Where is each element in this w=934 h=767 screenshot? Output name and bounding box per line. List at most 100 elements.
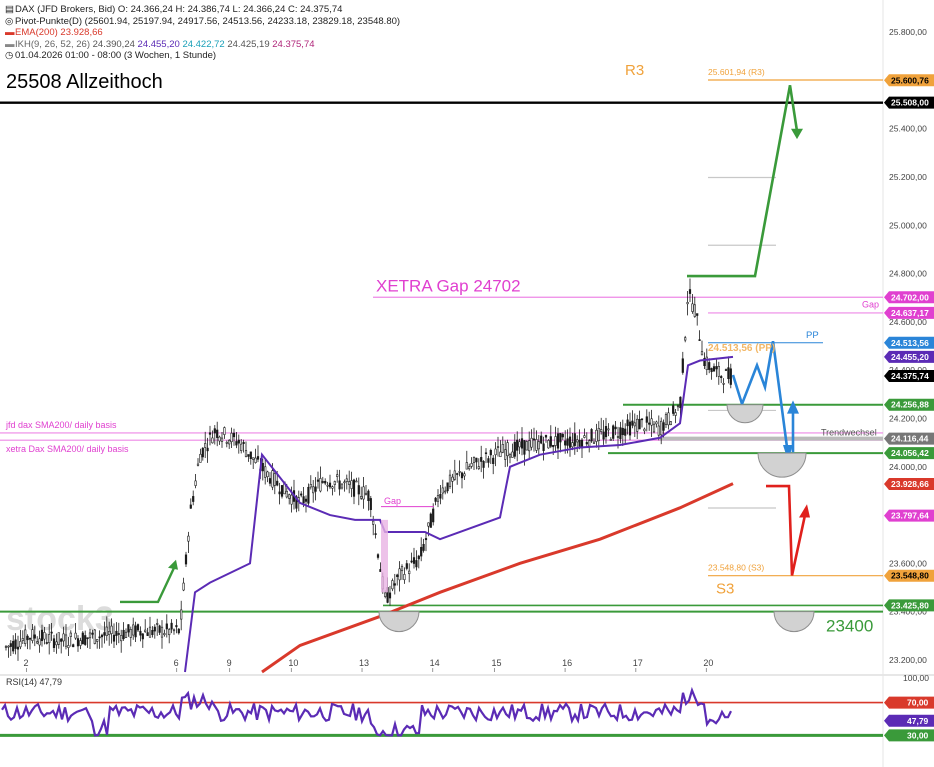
- price-label-text: 23.928,66: [891, 479, 929, 489]
- candle-body: [141, 633, 144, 640]
- candle-body: [343, 481, 346, 484]
- candle-body: [595, 429, 598, 442]
- rsi-label-text: 70,00: [907, 698, 929, 708]
- legend-instrument-text: DAX (JFD Brokers, Bid) O: 24.366,24 H: 2…: [15, 4, 343, 15]
- candle-body: [530, 437, 533, 448]
- candle-body: [669, 421, 672, 426]
- candle-body: [657, 425, 660, 436]
- candle-body: [432, 508, 435, 523]
- price-label: 23.548,80: [884, 569, 934, 582]
- x-tick-label: 2: [23, 658, 28, 668]
- candle-body: [158, 625, 161, 633]
- price-label-box: [884, 370, 934, 383]
- price-label-text: 23.548,80: [891, 571, 929, 581]
- candle-body: [573, 433, 576, 446]
- rsi-line: [1, 686, 732, 737]
- candle-body: [223, 427, 226, 435]
- candle-body: [496, 446, 500, 448]
- candle-body: [93, 629, 96, 644]
- candle-body: [434, 497, 437, 502]
- candle-body: [64, 634, 68, 647]
- candle-body: [650, 418, 653, 426]
- candle-body: [122, 629, 125, 640]
- price-label-box: [884, 96, 934, 109]
- price-label-text: 24.513,56: [891, 338, 929, 348]
- candle-body: [691, 303, 694, 312]
- candle-body: [244, 450, 248, 457]
- candle-body: [566, 438, 569, 446]
- candle-body: [506, 442, 509, 457]
- rsi-price-label: 70,00: [884, 696, 934, 709]
- rsi-label-box: [884, 729, 934, 742]
- price-label-box: [884, 477, 934, 490]
- candle-body: [21, 638, 24, 641]
- price-label-text: 24.455,20: [891, 352, 929, 362]
- x-tick-label: 16: [562, 658, 572, 668]
- candle-body: [247, 454, 250, 457]
- y-tick-label: 23.400,00: [889, 607, 927, 617]
- gap-low-label: Gap: [384, 496, 401, 506]
- candle-body: [177, 628, 180, 634]
- x-tick-label: 9: [227, 658, 232, 668]
- candle-body: [501, 444, 504, 453]
- y-tick-label: 23.600,00: [889, 558, 927, 568]
- candle-body: [578, 439, 581, 447]
- candle-body: [204, 443, 207, 448]
- candle-body: [482, 461, 485, 468]
- candle-body: [408, 570, 411, 575]
- candle-body: [588, 440, 591, 447]
- price-label-box: [884, 306, 934, 319]
- green-arrow-upside: [687, 85, 799, 278]
- candle-body: [492, 457, 495, 465]
- candle-body: [33, 634, 36, 639]
- price-label-box: [884, 336, 934, 349]
- price-label-box: [884, 291, 934, 304]
- candle-body: [460, 472, 464, 479]
- candle-body: [31, 629, 34, 641]
- candle-body: [273, 473, 276, 486]
- candle-body: [429, 513, 432, 528]
- candle-body: [304, 498, 308, 502]
- legend-period: ◷ 01.04.2026 01:00 - 08:00 (3 Wochen, 1 S…: [5, 50, 400, 62]
- candle-body: [201, 447, 204, 458]
- candle-body: [160, 626, 164, 638]
- candle-body: [468, 466, 471, 470]
- candle-body: [475, 457, 478, 463]
- candle-body: [240, 443, 243, 452]
- candle-body: [232, 432, 236, 438]
- candle-body: [172, 629, 176, 632]
- blue-arrow-up-head: [787, 400, 799, 414]
- candle-body: [146, 632, 149, 636]
- candle-body: [679, 396, 682, 409]
- candle-body: [619, 427, 622, 440]
- candle-body: [564, 440, 567, 446]
- candle-body: [465, 462, 468, 470]
- candle-body: [36, 641, 39, 644]
- candle-body: [278, 491, 281, 495]
- candle-body: [230, 432, 233, 443]
- price-label: 24.056,42: [884, 447, 934, 460]
- candle-body: [681, 358, 684, 373]
- candle-body: [357, 485, 360, 495]
- candle-body: [216, 429, 219, 438]
- candle-body: [218, 436, 221, 442]
- candle-body: [484, 452, 488, 455]
- candle-body: [84, 635, 87, 645]
- candle-body: [196, 463, 200, 466]
- candle-body: [91, 632, 94, 635]
- candle-body: [403, 574, 406, 581]
- candle-body: [290, 494, 293, 505]
- candle-body: [228, 440, 231, 445]
- candle-body: [607, 428, 610, 431]
- candle-body: [350, 480, 353, 489]
- candle-body: [362, 486, 365, 500]
- legend-ema: ▬EMA(200) 23.928,66: [5, 27, 400, 39]
- legend-ema-value: 23.928,66: [60, 27, 103, 38]
- candle-body: [110, 625, 113, 634]
- candle-body: [441, 487, 444, 494]
- candle-body: [374, 533, 377, 535]
- candle-body: [115, 630, 118, 636]
- candle-body: [525, 441, 528, 451]
- price-label-text: 25.600,76: [891, 75, 929, 85]
- rsi-price-label: 47,79: [884, 714, 934, 727]
